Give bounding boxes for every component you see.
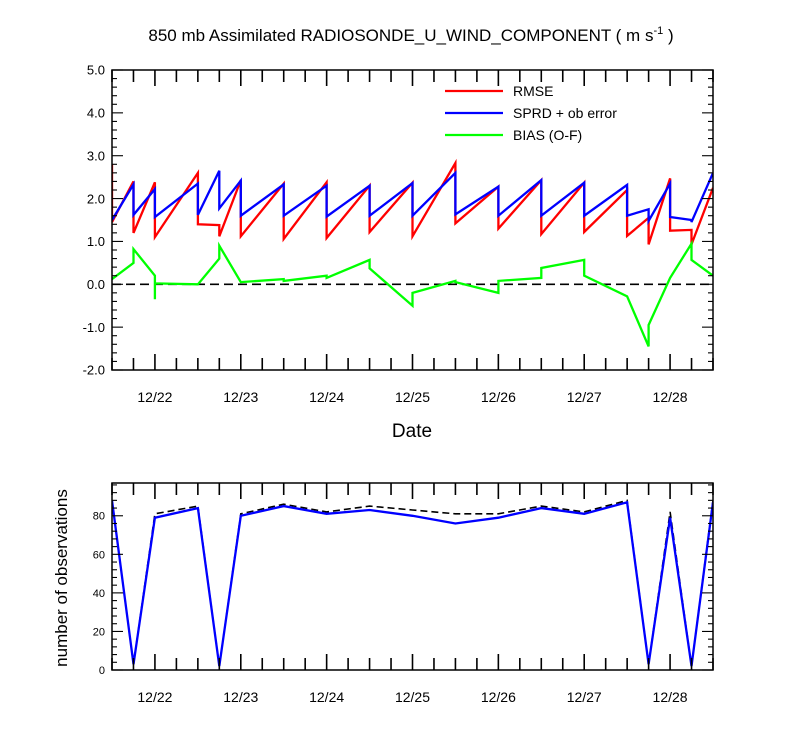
x-tick-label: 12/28 bbox=[653, 389, 688, 405]
legend-label: RMSE bbox=[513, 83, 553, 99]
y-tick-label: 4.0 bbox=[87, 106, 105, 121]
series-line-sprd-ob-error bbox=[112, 170, 713, 226]
x-tick-label: 12/22 bbox=[137, 389, 172, 405]
x-tick-label: 12/26 bbox=[481, 389, 516, 405]
legend: RMSE SPRD + ob error BIAS (O-F) bbox=[445, 83, 617, 143]
plot-frame bbox=[111, 482, 714, 671]
y-tick-label: 2.0 bbox=[87, 191, 105, 206]
bottom-y-axis-title: number of observations bbox=[52, 489, 71, 667]
y-tick-label: 60 bbox=[93, 549, 105, 561]
x-tick-label: 12/23 bbox=[223, 689, 258, 705]
legend-label: BIAS (O-F) bbox=[513, 127, 582, 143]
series-line-assimilated bbox=[112, 500, 713, 667]
x-tick-label: 12/24 bbox=[309, 389, 344, 405]
y-tick-label: 0 bbox=[99, 665, 105, 677]
series-line-bias-o-f bbox=[112, 239, 713, 347]
y-tick-label: 80 bbox=[93, 511, 105, 523]
y-tick-label: -2.0 bbox=[83, 363, 105, 378]
x-tick-label: 12/23 bbox=[223, 389, 258, 405]
y-tick-label: 0.0 bbox=[87, 277, 105, 292]
bottom-plot-panel: 0 20 40 60 80 12/22 12/23 12/24 12/25 12/26 12/27 1… bbox=[93, 482, 714, 705]
x-tick-label: 12/27 bbox=[567, 689, 602, 705]
series-line-possible bbox=[112, 499, 713, 667]
x-tick-label: 12/26 bbox=[481, 689, 516, 705]
y-tick-label: 20 bbox=[93, 626, 105, 638]
x-tick-label: 12/22 bbox=[137, 689, 172, 705]
x-tick-label: 12/24 bbox=[309, 689, 344, 705]
x-tick-label: 12/27 bbox=[567, 389, 602, 405]
y-tick-label: -1.0 bbox=[83, 320, 105, 335]
y-tick-label: 40 bbox=[93, 588, 105, 600]
top-plot-panel: -2.0 -1.0 0.0 1.0 2.0 3.0 4.0 5.0 12/22 12/23 12/2… bbox=[83, 63, 714, 405]
x-tick-label: 12/25 bbox=[395, 389, 430, 405]
legend-label: SPRD + ob error bbox=[513, 105, 617, 121]
top-x-axis-title: Date bbox=[392, 421, 432, 442]
chart-title: 850 mb Assimilated RADIOSONDE_U_WIND_COM… bbox=[148, 25, 673, 45]
y-tick-label: 5.0 bbox=[87, 63, 105, 78]
x-tick-label: 12/25 bbox=[395, 689, 430, 705]
y-tick-label: 3.0 bbox=[87, 148, 105, 163]
x-tick-label: 12/28 bbox=[653, 689, 688, 705]
y-tick-label: 1.0 bbox=[87, 234, 105, 249]
